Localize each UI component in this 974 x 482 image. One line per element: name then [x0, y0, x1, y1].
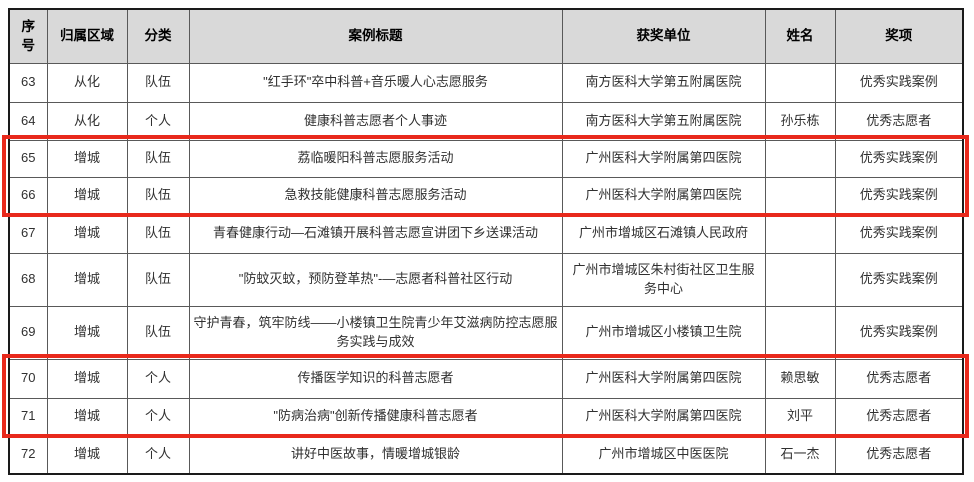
- table-row: 69 增城 队伍 守护青春，筑牢防线——小楼镇卫生院青少年艾滋病防控志愿服务实践…: [8, 305, 964, 360]
- cell-award: 优秀志愿者: [834, 101, 964, 141]
- cell-no: 69: [8, 305, 48, 360]
- cell-title: 青春健康行动—石滩镇开展科普志愿宣讲团下乡送课活动: [188, 213, 563, 254]
- cell-region: 增城: [46, 213, 128, 254]
- cell-award: 优秀实践案例: [834, 62, 964, 103]
- cell-category: 个人: [126, 101, 190, 141]
- table-row: 70 增城 个人 传播医学知识的科普志愿者 广州医科大学附属第四医院 赖思敏 优…: [8, 358, 964, 399]
- cell-region: 增城: [46, 397, 128, 436]
- cell-no: 70: [8, 358, 48, 399]
- cell-unit: 广州市增城区中医医院: [561, 434, 766, 475]
- cell-category: 队伍: [126, 62, 190, 103]
- table-row: 72 增城 个人 讲好中医故事，情暖增城银龄 广州市增城区中医医院 石一杰 优秀…: [8, 434, 964, 475]
- cell-title: "防病治病"创新传播健康科普志愿者: [188, 397, 563, 436]
- cell-title: "红手环"卒中科普+音乐暖人心志愿服务: [188, 62, 563, 103]
- cell-award: 优秀实践案例: [834, 176, 964, 215]
- cell-unit: 南方医科大学第五附属医院: [561, 101, 766, 141]
- cell-unit: 广州市增城区小楼镇卫生院: [561, 305, 766, 360]
- cell-no: 66: [8, 176, 48, 215]
- cell-award: 优秀实践案例: [834, 305, 964, 360]
- cell-name: [764, 305, 836, 360]
- award-table: 序号 归属区域 分类 案例标题 获奖单位 姓名 奖项 63 从化 队伍 "红手环…: [8, 8, 964, 475]
- cell-no: 68: [8, 252, 48, 307]
- header-no-label: 序号: [21, 18, 35, 54]
- table-row: 71 增城 个人 "防病治病"创新传播健康科普志愿者 广州医科大学附属第四医院 …: [8, 397, 964, 436]
- cell-no: 72: [8, 434, 48, 475]
- cell-unit: 广州医科大学附属第四医院: [561, 397, 766, 436]
- award-table-container: 序号 归属区域 分类 案例标题 获奖单位 姓名 奖项 63 从化 队伍 "红手环…: [8, 8, 964, 475]
- cell-name: [764, 252, 836, 307]
- header-title: 案例标题: [188, 8, 563, 64]
- cell-name: [764, 213, 836, 254]
- cell-unit: 南方医科大学第五附属医院: [561, 62, 766, 103]
- cell-region: 增城: [46, 358, 128, 399]
- cell-category: 队伍: [126, 213, 190, 254]
- cell-region: 从化: [46, 101, 128, 141]
- cell-name: 赖思敏: [764, 358, 836, 399]
- cell-name: 孙乐栋: [764, 101, 836, 141]
- table-row: 68 增城 队伍 "防蚊灭蚊，预防登革热"-—志愿者科普社区行动 广州市增城区朱…: [8, 252, 964, 307]
- header-no: 序号: [8, 8, 48, 64]
- cell-no: 63: [8, 62, 48, 103]
- cell-category: 个人: [126, 358, 190, 399]
- cell-title: 传播医学知识的科普志愿者: [188, 358, 563, 399]
- cell-no: 67: [8, 213, 48, 254]
- cell-category: 个人: [126, 397, 190, 436]
- cell-unit: 广州医科大学附属第四医院: [561, 176, 766, 215]
- cell-name: [764, 139, 836, 178]
- cell-region: 增城: [46, 139, 128, 178]
- cell-unit: 广州医科大学附属第四医院: [561, 139, 766, 178]
- cell-no: 64: [8, 101, 48, 141]
- table-row: 64 从化 个人 健康科普志愿者个人事迹 南方医科大学第五附属医院 孙乐栋 优秀…: [8, 101, 964, 141]
- cell-no: 65: [8, 139, 48, 178]
- header-unit: 获奖单位: [561, 8, 766, 64]
- header-region: 归属区域: [46, 8, 128, 64]
- cell-name: [764, 176, 836, 215]
- cell-unit: 广州市增城区石滩镇人民政府: [561, 213, 766, 254]
- cell-name: 石一杰: [764, 434, 836, 475]
- cell-region: 增城: [46, 252, 128, 307]
- cell-award: 优秀实践案例: [834, 252, 964, 307]
- cell-unit: 广州市增城区朱村街社区卫生服务中心: [561, 252, 766, 307]
- cell-region: 增城: [46, 176, 128, 215]
- cell-name: 刘平: [764, 397, 836, 436]
- header-name: 姓名: [764, 8, 836, 64]
- cell-title: 讲好中医故事，情暖增城银龄: [188, 434, 563, 475]
- cell-title: 急救技能健康科普志愿服务活动: [188, 176, 563, 215]
- table-row: 67 增城 队伍 青春健康行动—石滩镇开展科普志愿宣讲团下乡送课活动 广州市增城…: [8, 213, 964, 254]
- cell-category: 队伍: [126, 176, 190, 215]
- cell-no: 71: [8, 397, 48, 436]
- cell-category: 队伍: [126, 305, 190, 360]
- cell-title: 守护青春，筑牢防线——小楼镇卫生院青少年艾滋病防控志愿服务实践与成效: [188, 305, 563, 360]
- cell-title: "防蚊灭蚊，预防登革热"-—志愿者科普社区行动: [188, 252, 563, 307]
- cell-award: 优秀志愿者: [834, 358, 964, 399]
- cell-category: 个人: [126, 434, 190, 475]
- cell-award: 优秀志愿者: [834, 434, 964, 475]
- table-row: 66 增城 队伍 急救技能健康科普志愿服务活动 广州医科大学附属第四医院 优秀实…: [8, 176, 964, 215]
- table-header-row: 序号 归属区域 分类 案例标题 获奖单位 姓名 奖项: [8, 8, 964, 64]
- cell-award: 优秀志愿者: [834, 397, 964, 436]
- table-row: 65 增城 队伍 荔临暖阳科普志愿服务活动 广州医科大学附属第四医院 优秀实践案…: [8, 139, 964, 178]
- cell-name: [764, 62, 836, 103]
- cell-award: 优秀实践案例: [834, 213, 964, 254]
- header-category: 分类: [126, 8, 190, 64]
- cell-region: 增城: [46, 305, 128, 360]
- cell-category: 队伍: [126, 252, 190, 307]
- cell-title: 荔临暖阳科普志愿服务活动: [188, 139, 563, 178]
- cell-region: 从化: [46, 62, 128, 103]
- cell-region: 增城: [46, 434, 128, 475]
- table-row: 63 从化 队伍 "红手环"卒中科普+音乐暖人心志愿服务 南方医科大学第五附属医…: [8, 62, 964, 103]
- header-award: 奖项: [834, 8, 964, 64]
- cell-category: 队伍: [126, 139, 190, 178]
- cell-title: 健康科普志愿者个人事迹: [188, 101, 563, 141]
- cell-award: 优秀实践案例: [834, 139, 964, 178]
- cell-unit: 广州医科大学附属第四医院: [561, 358, 766, 399]
